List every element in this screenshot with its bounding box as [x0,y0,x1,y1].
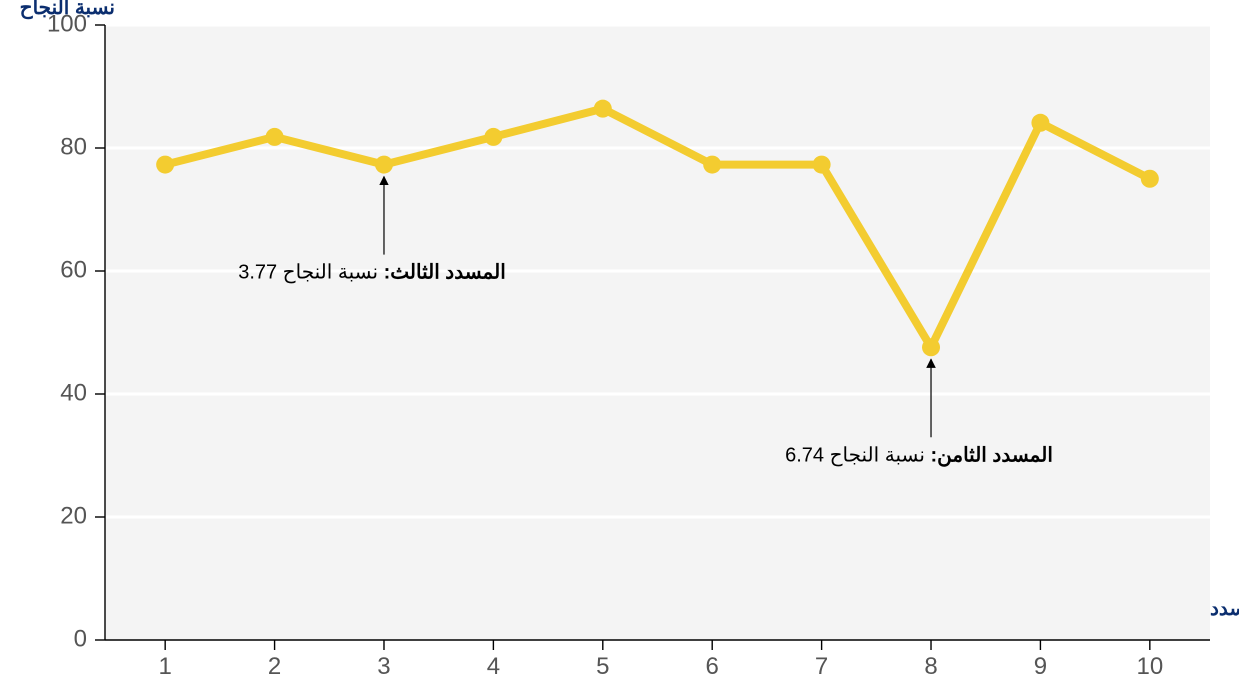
annotation-label: المسدد الثالث: نسبة النجاح 77.3 [238,262,506,284]
series-marker [813,156,831,174]
x-tick-label: 8 [924,653,937,680]
y-tick-label: 60 [60,256,87,283]
x-tick-label: 4 [487,653,500,680]
x-tick-label: 1 [158,653,171,680]
series-marker [156,156,174,174]
x-tick-label: 2 [268,653,281,680]
chart-svg: 02040608010012345678910نسبة النجاحترتيب … [0,0,1239,687]
success-rate-chart: 02040608010012345678910نسبة النجاحترتيب … [0,0,1239,687]
series-marker [1141,170,1159,188]
series-marker [594,100,612,118]
x-tick-label: 7 [815,653,828,680]
y-tick-label: 0 [74,625,87,652]
y-tick-label: 20 [60,502,87,529]
x-axis-title: ترتيب المسدد [1210,598,1239,621]
series-marker [484,128,502,146]
annotation-label: المسدد الثامن: نسبة النجاح 47.6 [785,444,1053,467]
series-marker [922,338,940,356]
series-marker [703,156,721,174]
x-tick-label: 9 [1034,653,1047,680]
series-marker [266,128,284,146]
series-marker [1031,114,1049,132]
x-tick-label: 6 [706,653,719,680]
y-tick-label: 40 [60,379,87,406]
y-tick-label: 80 [60,133,87,160]
series-marker [375,156,393,174]
x-tick-label: 3 [377,653,390,680]
y-axis-title: نسبة النجاح [20,0,115,20]
x-tick-label: 10 [1136,653,1163,680]
x-tick-label: 5 [596,653,609,680]
